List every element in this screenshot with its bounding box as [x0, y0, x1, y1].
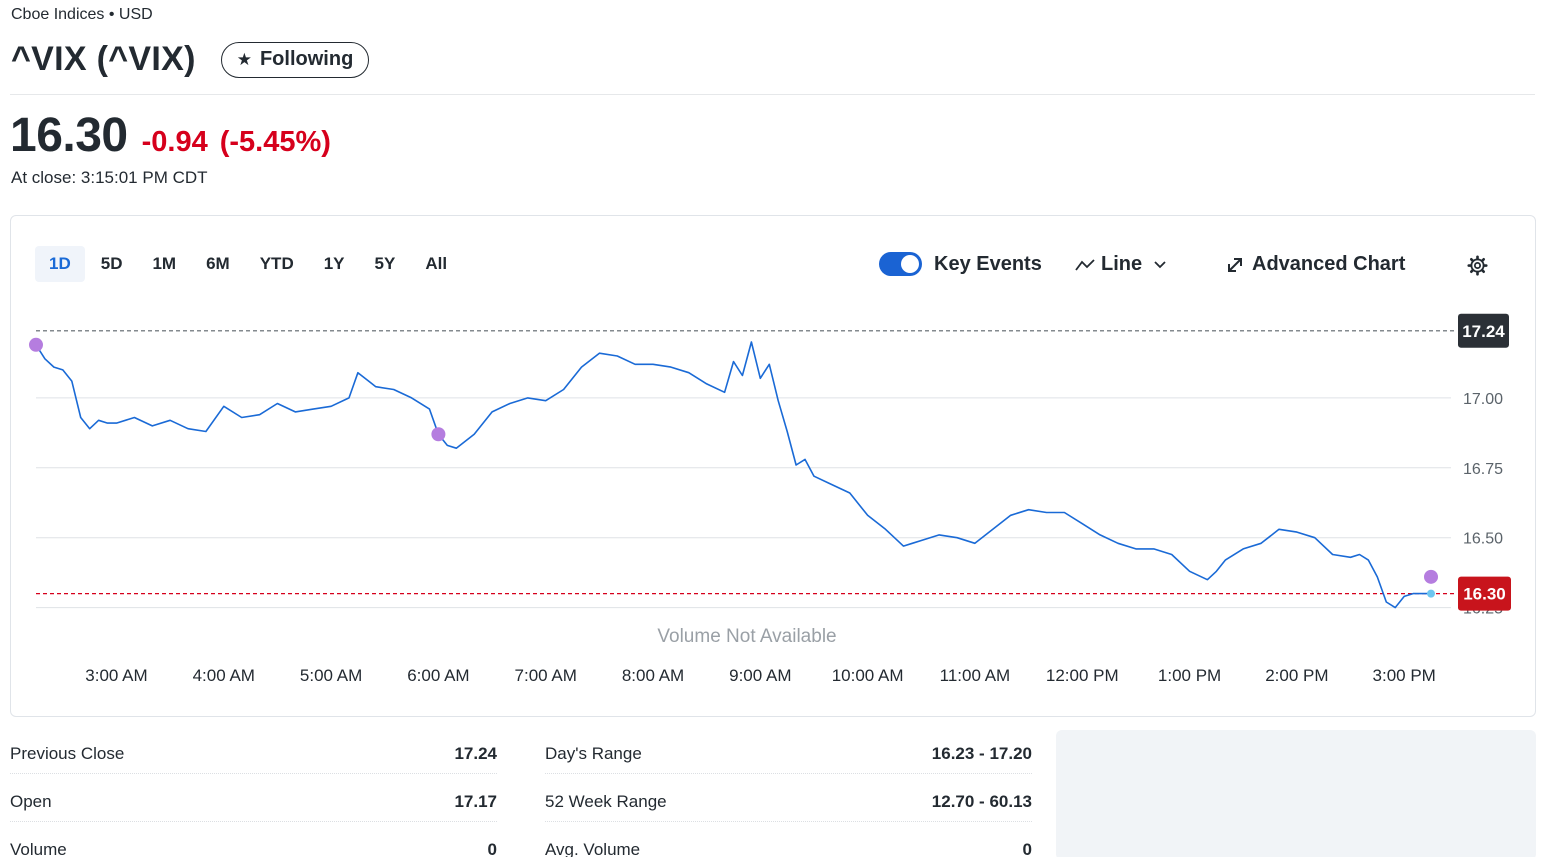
key-events-label: Key Events — [934, 252, 1042, 275]
advanced-chart-label: Advanced Chart — [1252, 253, 1406, 275]
key-events-toggle[interactable] — [879, 252, 922, 276]
stat-value: 17.24 — [454, 743, 497, 763]
stats-left-column: Previous Close 17.24 Open 17.17 Volume 0 — [10, 726, 497, 857]
x-tick-label: 3:00 PM — [1373, 666, 1436, 685]
stat-row-previous-close: Previous Close 17.24 — [10, 726, 497, 774]
y-tick-label: 16.75 — [1463, 461, 1503, 478]
y-tick-label: 17.00 — [1463, 391, 1503, 408]
x-tick-label: 10:00 AM — [832, 666, 904, 685]
stat-label: Day's Range — [545, 743, 642, 763]
x-tick-label: 9:00 AM — [729, 666, 791, 685]
stat-value: 0 — [1022, 839, 1032, 857]
key-event-marker — [1424, 569, 1438, 584]
volume-not-available-label: Volume Not Available — [657, 626, 836, 647]
price-change: -0.94 — [141, 126, 208, 158]
star-icon: ★ — [236, 49, 252, 69]
current-price: 16.30 — [10, 109, 128, 162]
x-tick-label: 2:00 PM — [1265, 666, 1328, 685]
range-tab-all[interactable]: All — [425, 254, 448, 273]
chevron-down-icon — [1154, 260, 1166, 268]
ad-placeholder — [1056, 730, 1536, 857]
price-row: 16.30 -0.94 (-5.45%) — [10, 108, 331, 163]
range-tab-6m[interactable]: 6M — [206, 254, 230, 273]
stat-row-days-range: Day's Range 16.23 - 17.20 — [545, 726, 1032, 774]
stat-row-avg-volume: Avg. Volume 0 — [545, 822, 1032, 857]
stat-value: 17.17 — [454, 791, 497, 811]
toggle-knob — [901, 255, 919, 273]
stat-value: 0 — [487, 839, 497, 857]
x-tick-label: 7:00 AM — [515, 666, 577, 685]
advanced-chart-button[interactable]: Advanced Chart — [1226, 253, 1405, 276]
key-events-control: Key Events — [879, 252, 1042, 276]
header-divider — [10, 94, 1535, 95]
range-tab-1y[interactable]: 1Y — [323, 254, 345, 273]
line-chart-icon — [1075, 258, 1095, 271]
gear-icon[interactable] — [1467, 255, 1488, 276]
price-series-line — [35, 341, 1431, 609]
stat-label: Previous Close — [10, 743, 125, 763]
stat-row-volume: Volume 0 — [10, 822, 497, 857]
range-tab-ytd[interactable]: YTD — [259, 254, 294, 273]
range-tab-1d[interactable]: 1D — [35, 246, 85, 282]
previous-close-badge — [1458, 313, 1509, 348]
key-event-marker — [29, 337, 43, 352]
following-label: Following — [259, 48, 354, 70]
title-row: ^VIX (^VIX) ★ Following — [11, 40, 370, 79]
stat-row-52-week-range: 52 Week Range 12.70 - 60.13 — [545, 774, 1032, 822]
current-price-badge — [1458, 576, 1511, 611]
stats-right-column: Day's Range 16.23 - 17.20 52 Week Range … — [545, 726, 1032, 857]
close-time: At close: 3:15:01 PM CDT — [11, 168, 208, 187]
range-tab-5y[interactable]: 5Y — [374, 254, 396, 273]
x-tick-label: 12:00 PM — [1046, 666, 1119, 685]
exchange-info: Cboe Indices • USD — [11, 6, 153, 23]
stat-value: 12.70 - 60.13 — [931, 791, 1032, 811]
stat-label: Volume — [10, 839, 67, 857]
range-tab-5d[interactable]: 5D — [100, 254, 123, 273]
y-tick-label: 16.50 — [1463, 531, 1503, 548]
chart-card: 1D 5D 1M 6M YTD 1Y 5Y All Key Events Lin… — [10, 215, 1536, 717]
stat-row-open: Open 17.17 — [10, 774, 497, 822]
stat-label: 52 Week Range — [545, 791, 667, 811]
chart-type-label: Line — [1101, 253, 1143, 275]
price-change-percent: (-5.45%) — [219, 126, 331, 158]
following-button[interactable]: ★ Following — [220, 41, 370, 78]
chart-type-dropdown[interactable]: Line — [1075, 253, 1166, 276]
x-tick-label: 3:00 AM — [85, 666, 147, 685]
range-tab-1m[interactable]: 1M — [152, 254, 177, 273]
stat-label: Avg. Volume — [545, 839, 641, 857]
stat-label: Open — [10, 791, 52, 811]
stat-value: 16.23 - 17.20 — [931, 743, 1032, 763]
x-tick-label: 4:00 AM — [193, 666, 255, 685]
x-tick-label: 1:00 PM — [1158, 666, 1221, 685]
x-tick-label: 11:00 AM — [940, 666, 1011, 685]
expand-icon — [1228, 257, 1242, 272]
x-tick-label: 8:00 AM — [622, 666, 684, 685]
current-price-badge-label: 16.30 — [1463, 585, 1506, 604]
previous-close-badge-label: 17.24 — [1462, 322, 1505, 341]
x-tick-label: 5:00 AM — [300, 666, 362, 685]
key-event-marker — [431, 427, 446, 442]
page-title: ^VIX (^VIX) — [11, 40, 196, 78]
last-price-point — [1427, 589, 1435, 598]
x-tick-label: 6:00 AM — [407, 666, 469, 685]
range-tabs: 1D 5D 1M 6M YTD 1Y 5Y All — [35, 246, 463, 282]
